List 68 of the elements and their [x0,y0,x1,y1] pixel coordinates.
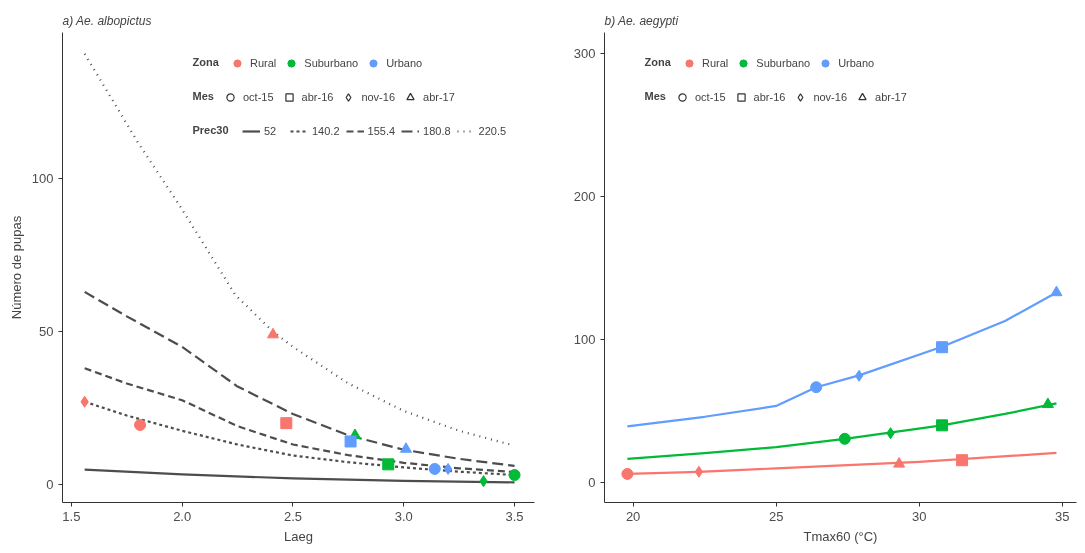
y-axis-title: Número de pupas [8,215,24,320]
text: Mes [644,89,666,102]
x-tick-label: 1.5 [62,508,81,524]
legend-label: Suburbano [304,57,359,69]
point [694,465,704,478]
point [267,327,280,339]
x-tick-label: 30 [911,508,927,524]
point [936,341,949,354]
point [280,417,293,430]
text: Zona [192,55,219,68]
point [893,457,906,468]
x-tick-label: 3.5 [505,508,524,524]
legend-label: 220.5 [478,125,507,137]
legend-label: Suburbano [756,57,811,69]
legend-label: 155.4 [367,125,396,137]
legend-label: nov-16 [361,91,396,103]
legend-label: oct-15 [695,91,726,103]
x-tick-label: 25 [768,508,784,524]
x-tick-label: 20 [625,508,641,524]
legend-label: abr-16 [301,91,334,103]
point [382,458,395,471]
text: Zona [644,55,671,68]
legend-label: abr-17 [875,91,907,103]
point [344,435,357,448]
text: Mes [192,89,214,102]
point [936,419,949,432]
legend-label: Urbano [386,57,423,69]
point [854,369,864,382]
y-tick-label: 300 [573,46,596,62]
y-tick-label: 0 [46,476,54,492]
legend-label: abr-17 [423,91,455,103]
point [1041,397,1054,409]
legend-label: nov-16 [813,91,848,103]
point [428,462,441,475]
legend-label: Urbano [838,57,875,69]
line-series [83,52,512,446]
line-series [83,290,516,467]
y-tick-label: 0 [588,475,596,490]
point [956,454,969,467]
legend-label: Rural [250,57,277,69]
legend-label: oct-15 [243,91,274,103]
point [838,432,851,445]
y-tick-label: 100 [31,171,54,187]
y-tick-label: 100 [573,332,596,348]
point [399,442,412,453]
y-tick-label: 50 [39,324,54,340]
legend-label: 180.8 [423,125,451,137]
x-tick-label: 3.0 [394,508,413,524]
x-tick-label: 2.0 [173,508,192,524]
x-axis-title: Tmax60 (°C) [803,528,878,544]
legend-label: 52 [264,125,278,137]
point [508,469,521,482]
x-tick-label: 35 [1054,508,1070,524]
point [810,381,823,394]
y-tick-label: 200 [573,189,596,205]
legend-label: Rural [702,57,729,69]
x-axis-title: Laeg [284,528,313,544]
legend-label: 140.2 [312,125,340,137]
point [443,462,453,475]
chart-title: b) Ae. aegypti [604,13,679,28]
x-tick-label: 2.5 [283,508,302,524]
chart-title: a) Ae. albopictus [62,13,152,28]
point [1050,285,1063,297]
text: Prec30 [192,123,229,136]
point [621,467,634,480]
legend-label: abr-16 [753,91,786,103]
line-series [626,402,1058,460]
point [134,418,147,431]
